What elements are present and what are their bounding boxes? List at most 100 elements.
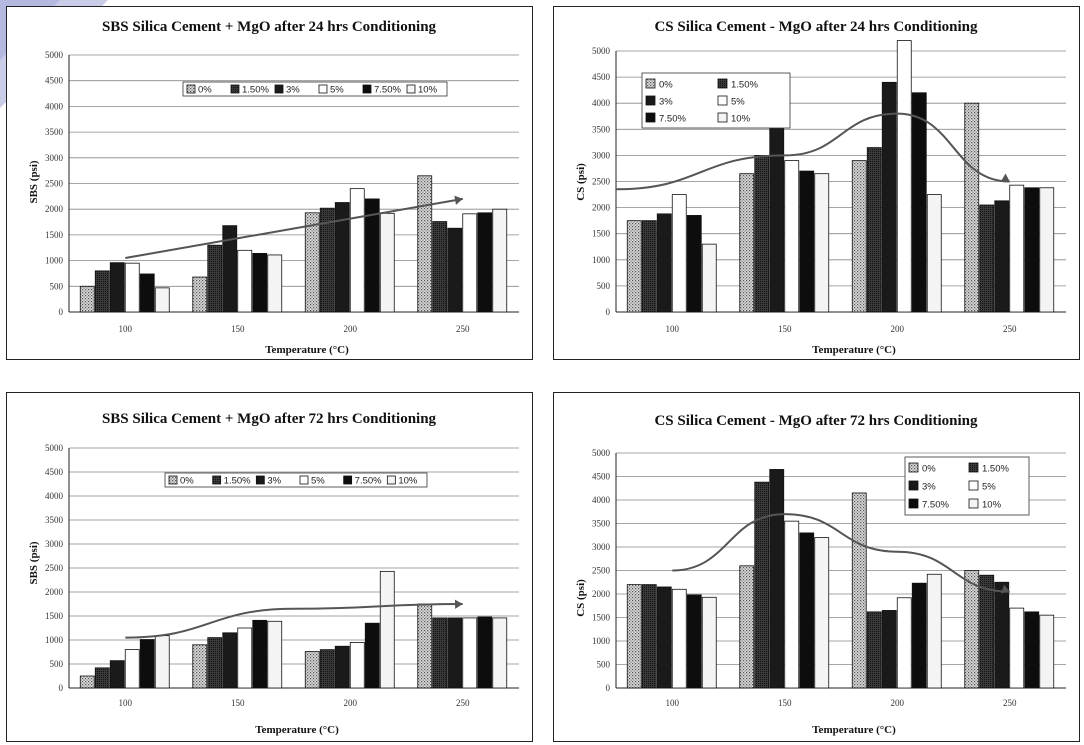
bar-7.50%-200 xyxy=(911,582,927,689)
y-tick-label: 3500 xyxy=(592,519,611,529)
y-tick-label: 1500 xyxy=(592,613,611,623)
x-tick-label: 150 xyxy=(778,698,792,708)
bar-0%-100 xyxy=(79,675,95,689)
bar-10%-200 xyxy=(379,570,395,689)
y-tick-label: 3500 xyxy=(45,515,64,525)
bar-3%-150 xyxy=(769,469,785,689)
y-tick-label: 2000 xyxy=(45,587,64,597)
bar-10%-150 xyxy=(267,620,283,689)
y-tick-label: 0 xyxy=(59,307,64,317)
bar-0%-250 xyxy=(417,603,433,689)
y-tick-label: 1500 xyxy=(45,611,64,621)
x-tick-label: 150 xyxy=(778,324,792,334)
legend-label: 0% xyxy=(180,476,194,487)
bar-7.50%-200 xyxy=(364,198,380,313)
bar-3%-250 xyxy=(447,227,463,313)
legend-label: 1.50% xyxy=(731,80,758,91)
y-tick-label: 4500 xyxy=(592,472,611,482)
legend-label: 7.50% xyxy=(922,500,949,511)
chart-panel-cs-24hrs: CS Silica Cement - MgO after 24 hrs Cond… xyxy=(553,6,1080,360)
bar-10%-150 xyxy=(267,254,283,313)
x-tick-label: 250 xyxy=(456,698,470,708)
y-tick-label: 0 xyxy=(606,683,611,693)
trend-arrowhead xyxy=(1000,584,1010,594)
bar-10%-150 xyxy=(814,173,830,313)
legend-swatch xyxy=(168,475,178,485)
y-tick-label: 0 xyxy=(606,307,611,317)
bar-1.50%-100 xyxy=(94,270,110,313)
bar-1.50%-200 xyxy=(319,649,335,689)
x-tick-label: 150 xyxy=(231,324,245,334)
bar-5%-200 xyxy=(896,40,912,313)
chart-title: SBS Silica Cement + MgO after 24 hrs Con… xyxy=(102,19,437,35)
y-tick-label: 4000 xyxy=(45,101,64,111)
legend-box xyxy=(164,472,428,488)
bar-1.50%-100 xyxy=(641,220,657,313)
bar-10%-200 xyxy=(926,194,942,313)
y-tick-label: 2500 xyxy=(592,177,611,187)
x-axis-label: Temperature (°C) xyxy=(265,344,349,356)
chart-panel-cs-72hrs: CS Silica Cement - MgO after 72 hrs Cond… xyxy=(553,392,1080,742)
legend-label: 1.50% xyxy=(242,85,269,96)
x-axis-label: Temperature (°C) xyxy=(812,724,896,736)
bar-1.50%-150 xyxy=(207,637,223,689)
legend-swatch xyxy=(717,95,728,106)
y-tick-label: 2500 xyxy=(45,179,64,189)
bar-5%-150 xyxy=(784,160,800,313)
bar-7.50%-150 xyxy=(252,253,268,313)
bar-5%-100 xyxy=(671,194,687,313)
legend-label: 10% xyxy=(731,114,751,125)
legend-label: 7.50% xyxy=(355,476,382,487)
legend-box xyxy=(182,81,448,97)
bar-1.50%-250 xyxy=(979,574,995,689)
legend-label: 3% xyxy=(659,97,673,108)
x-tick-label: 100 xyxy=(666,324,680,334)
bar-3%-200 xyxy=(881,81,897,313)
bar-3%-200 xyxy=(334,645,350,689)
bar-7.50%-100 xyxy=(139,639,155,689)
bar-7.50%-150 xyxy=(799,170,815,313)
y-tick-label: 5000 xyxy=(592,448,611,458)
x-tick-label: 250 xyxy=(1003,698,1017,708)
y-tick-label: 4000 xyxy=(592,98,611,108)
y-tick-label: 3500 xyxy=(45,127,64,137)
y-tick-label: 500 xyxy=(50,281,64,291)
y-tick-label: 2500 xyxy=(592,566,611,576)
bar-10%-250 xyxy=(1039,187,1055,313)
y-tick-label: 1000 xyxy=(45,256,64,266)
legend-swatch xyxy=(212,475,222,485)
legend: 0% 1.50% 3% 5% 7.50% 10% xyxy=(641,72,791,129)
x-tick-label: 150 xyxy=(231,698,245,708)
y-tick-label: 1000 xyxy=(45,635,64,645)
bar-0%-200 xyxy=(304,212,320,313)
bar-0%-150 xyxy=(739,565,755,689)
y-axis-label: CS (psi) xyxy=(575,579,587,617)
y-tick-label: 5000 xyxy=(45,443,64,453)
y-tick-label: 4500 xyxy=(45,76,64,86)
bar-5%-100 xyxy=(124,649,140,689)
bar-5%-100 xyxy=(671,588,687,689)
bar-0%-100 xyxy=(626,584,642,689)
legend-swatch xyxy=(908,480,919,491)
bar-0%-100 xyxy=(626,220,642,313)
chart-cs-72hrs: CS Silica Cement - MgO after 72 hrs Cond… xyxy=(575,413,1066,736)
legend-swatch xyxy=(406,84,416,94)
legend-swatch xyxy=(645,78,656,89)
bar-1.50%-100 xyxy=(94,667,110,689)
y-tick-label: 5000 xyxy=(592,46,611,56)
plot-area: 0 500 1000 1500 2000 2500 3000 3500 4000 4500 5000… xyxy=(592,40,1066,334)
bar-7.50%-100 xyxy=(686,215,702,313)
chart-panel-sbs-72hrs: SBS Silica Cement + MgO after 72 hrs Con… xyxy=(6,392,533,742)
legend-label: 0% xyxy=(922,464,936,475)
y-tick-label: 1000 xyxy=(592,255,611,265)
y-tick-label: 4000 xyxy=(592,495,611,505)
y-tick-label: 3000 xyxy=(45,539,64,549)
legend-label: 10% xyxy=(982,500,1002,511)
legend-label: 1.50% xyxy=(982,464,1009,475)
bar-7.50%-250 xyxy=(1024,611,1040,689)
bar-0%-200 xyxy=(851,492,867,689)
bar-7.50%-100 xyxy=(139,273,155,313)
y-tick-label: 3000 xyxy=(592,150,611,160)
legend-label: 7.50% xyxy=(659,114,686,125)
legend-label: 0% xyxy=(198,85,212,96)
